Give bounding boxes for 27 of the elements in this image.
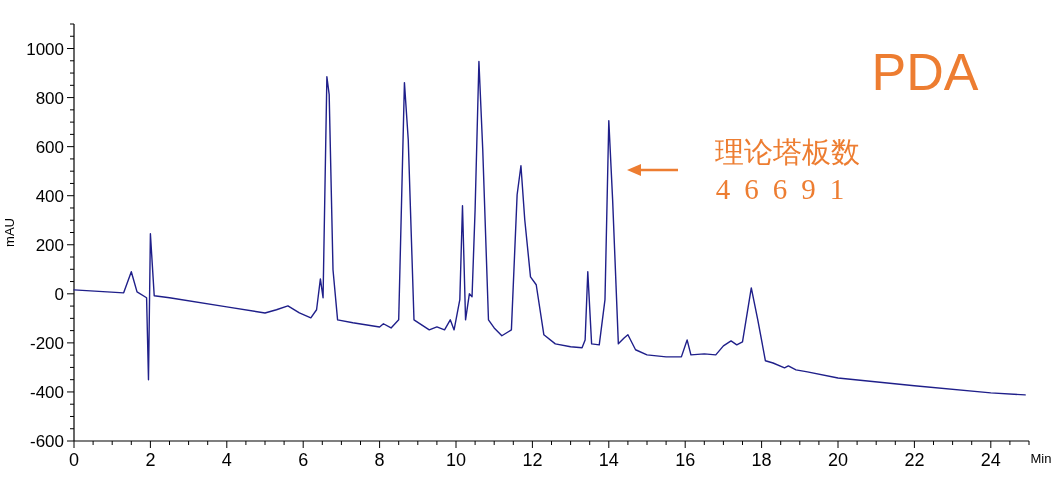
y-tick-label: 1000	[26, 39, 64, 59]
x-tick-label: 22	[904, 450, 925, 470]
x-tick-label: 20	[827, 450, 849, 470]
y-axis-title: mAU	[2, 218, 17, 247]
y-tick-label: -600	[29, 432, 64, 451]
y-tick-label: -200	[29, 333, 64, 353]
y-tick-label: 600	[35, 137, 64, 157]
x-tick-label: 16	[675, 450, 696, 470]
x-tick-label: 0	[68, 450, 80, 470]
x-axis-title: Min	[1030, 451, 1052, 466]
x-tick-label: 10	[445, 450, 467, 470]
y-tick-label: 800	[35, 88, 64, 108]
x-tick-label: 4	[221, 450, 232, 470]
annotation: PDA	[871, 43, 979, 101]
x-tick-label: 24	[980, 450, 1001, 470]
x-tick-label: 8	[374, 450, 385, 470]
x-tick-label: 12	[522, 450, 543, 470]
y-tick-label: 400	[35, 186, 64, 206]
x-tick-label: 2	[145, 450, 156, 470]
x-tick-label: 14	[598, 450, 619, 470]
y-tick-label: -400	[29, 382, 64, 402]
annotation: 46691	[715, 173, 859, 205]
x-tick-label: 18	[751, 450, 772, 470]
y-tick-label: 0	[54, 284, 64, 304]
y-tick-label: 200	[35, 235, 64, 255]
annotation: 理论塔板数	[714, 136, 860, 168]
x-tick-label: 6	[298, 450, 309, 470]
